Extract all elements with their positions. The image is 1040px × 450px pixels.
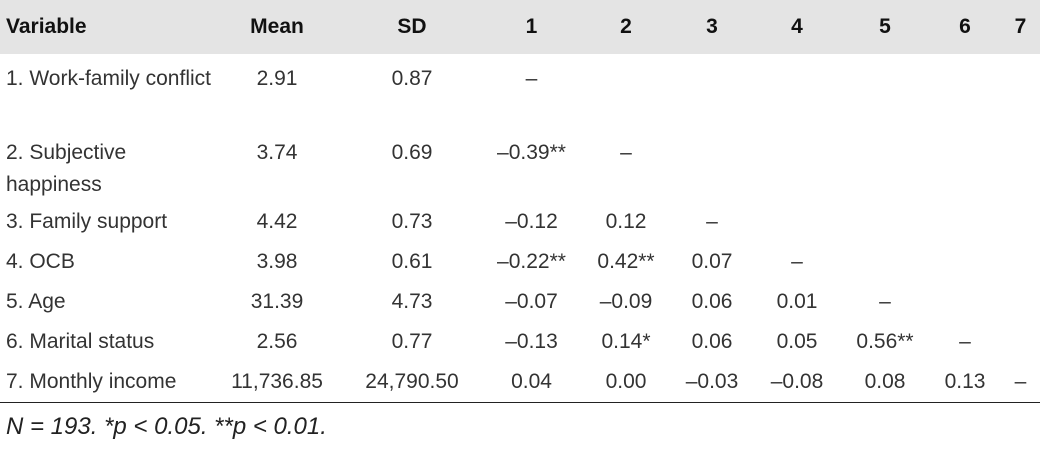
row-sd: 0.73 [391, 210, 433, 233]
row-sd: 0.61 [391, 250, 433, 273]
row-cell-7 [1001, 202, 1040, 242]
row-cell-6 [929, 202, 1001, 242]
row-mean: 3.98 [256, 250, 298, 273]
row-cell-3: 0.07 [691, 250, 733, 273]
row-variable: 3. Family support [6, 210, 168, 233]
row-variable: 4. OCB [6, 250, 75, 273]
header-sd: SD [397, 15, 427, 38]
row-cell-5 [841, 242, 929, 282]
row-cell-1: –0.07 [505, 290, 558, 313]
row-mean: 3.74 [256, 141, 298, 164]
table-row: 2. Subjective happiness 3.74 0.69 –0.39*… [0, 128, 1040, 202]
row-cell-4: –0.08 [753, 362, 841, 403]
header-col-6: 6 [959, 15, 971, 38]
row-cell-3 [671, 54, 753, 128]
row-mean: 4.42 [256, 210, 298, 233]
header-mean: Mean [250, 15, 304, 38]
row-cell-6 [929, 242, 1001, 282]
row-variable: 1. Work-family conflict [6, 67, 211, 90]
row-sd: 24,790.50 [342, 362, 482, 403]
header-variable: Variable [6, 15, 87, 38]
row-cell-1: –0.39** [497, 141, 566, 164]
row-cell-6 [929, 54, 1001, 128]
header-col-7: 7 [1014, 15, 1027, 38]
row-cell-5 [841, 128, 929, 202]
row-cell-3: – [706, 210, 718, 233]
row-cell-4: – [791, 250, 803, 273]
table-row: 1. Work-family conflict 2.91 0.87 – [0, 54, 1040, 128]
row-cell-7 [1001, 54, 1040, 128]
row-cell-1: –0.22** [497, 250, 566, 273]
row-cell-1: 0.04 [482, 362, 581, 403]
row-sd: 4.73 [391, 290, 433, 313]
row-mean: 31.39 [250, 290, 304, 313]
table-row: 3. Family support 4.42 0.73 –0.12 0.12 – [0, 202, 1040, 242]
header-col-4: 4 [791, 15, 803, 38]
table-footnote: N = 193. *p < 0.05. **p < 0.01. [6, 412, 327, 440]
row-cell-5 [841, 202, 929, 242]
row-cell-4: 0.01 [776, 290, 818, 313]
row-cell-3: 0.06 [691, 330, 733, 353]
row-cell-7 [1001, 242, 1040, 282]
row-mean: 11,736.85 [212, 362, 342, 403]
header-col-3: 3 [706, 15, 718, 38]
row-cell-4 [753, 128, 841, 202]
row-cell-7 [1001, 322, 1040, 362]
row-cell-6 [929, 282, 1001, 322]
row-cell-3: 0.06 [691, 290, 733, 313]
row-cell-7 [1001, 128, 1040, 202]
row-variable: 5. Age [6, 290, 66, 313]
row-cell-4 [753, 54, 841, 128]
row-cell-2: – [620, 141, 632, 164]
row-sd: 0.77 [391, 330, 433, 353]
row-mean: 2.91 [256, 67, 298, 90]
row-cell-7 [1001, 282, 1040, 322]
row-cell-2: 0.42** [597, 250, 655, 273]
row-cell-1: – [525, 67, 538, 90]
table-row: 6. Marital status 2.56 0.77 –0.13 0.14* … [0, 322, 1040, 362]
header-col-5: 5 [879, 15, 891, 38]
row-cell-5 [841, 54, 929, 128]
table-row: 7. Monthly income 11,736.85 24,790.50 0.… [0, 362, 1040, 403]
row-cell-2: 0.00 [581, 362, 671, 403]
row-cell-4: 0.05 [776, 330, 818, 353]
row-cell-6: – [959, 330, 971, 353]
correlation-table: Variable Mean SD 1 2 3 4 5 6 7 1. Work-f… [0, 0, 1040, 403]
header-col-1: 1 [525, 15, 538, 38]
row-cell-5: – [879, 290, 891, 313]
row-sd: 0.87 [391, 67, 433, 90]
row-cell-1: –0.12 [505, 210, 558, 233]
row-cell-6 [929, 128, 1001, 202]
row-cell-2: –0.09 [599, 290, 653, 313]
row-variable: 7. Monthly income [0, 362, 212, 403]
row-cell-2: 0.12 [605, 210, 647, 233]
row-cell-1: –0.13 [505, 330, 558, 353]
table-header-row: Variable Mean SD 1 2 3 4 5 6 7 [0, 0, 1040, 54]
row-cell-2: 0.14* [601, 330, 651, 353]
row-sd: 0.69 [391, 141, 433, 164]
row-cell-3: –0.03 [671, 362, 753, 403]
table-row: 4. OCB 3.98 0.61 –0.22** 0.42** 0.07 – [0, 242, 1040, 282]
row-cell-4 [753, 202, 841, 242]
row-cell-5: 0.56** [856, 330, 914, 353]
header-col-2: 2 [620, 15, 632, 38]
row-cell-2 [581, 54, 671, 128]
row-mean: 2.56 [256, 330, 298, 353]
row-variable: 6. Marital status [6, 330, 155, 353]
row-variable: 2. Subjective happiness [6, 141, 127, 196]
row-cell-3 [671, 128, 753, 202]
row-cell-6: 0.13 [929, 362, 1001, 403]
table-row: 5. Age 31.39 4.73 –0.07 –0.09 0.06 0.01 … [0, 282, 1040, 322]
row-cell-5: 0.08 [841, 362, 929, 403]
row-cell-7: – [1001, 362, 1040, 403]
